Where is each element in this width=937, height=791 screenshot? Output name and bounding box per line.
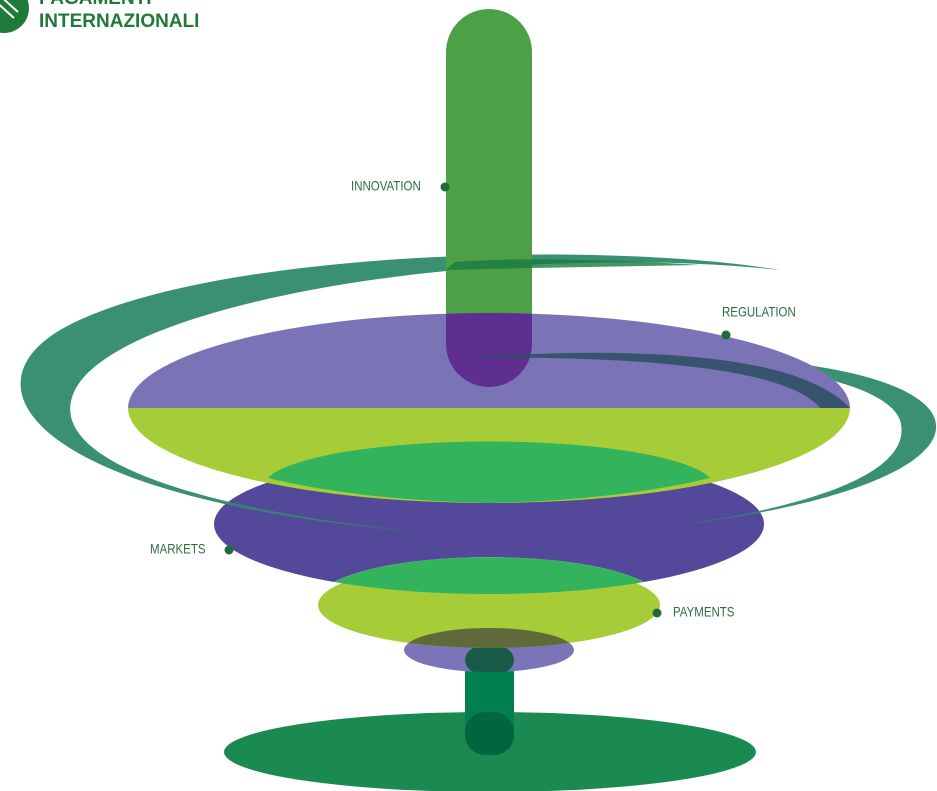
dot bbox=[652, 608, 662, 618]
stem-overlap bbox=[465, 645, 514, 672]
stem-shadow bbox=[465, 712, 514, 755]
inner-cap bbox=[268, 441, 710, 503]
label-innovation: INNOVATION bbox=[351, 178, 421, 194]
lime-overlap bbox=[404, 628, 574, 648]
logo: PAGAMENTI INTERNAZIONALI bbox=[0, 0, 199, 33]
label-markets: MARKETS bbox=[150, 541, 206, 557]
markets-cap bbox=[334, 557, 644, 595]
labels: INNOVATION REGULATION MARKETS PAYMENTS bbox=[150, 178, 796, 620]
label-regulation: REGULATION bbox=[722, 304, 796, 320]
dot bbox=[721, 330, 731, 340]
logo-line1: PAGAMENTI bbox=[39, 0, 152, 9]
dot bbox=[440, 182, 450, 192]
label-payments: PAYMENTS bbox=[673, 604, 734, 620]
innovation-pill bbox=[446, 9, 532, 387]
dot bbox=[224, 545, 234, 555]
logo-line2: INTERNAZIONALI bbox=[39, 11, 199, 32]
logo-icon bbox=[0, 0, 29, 33]
